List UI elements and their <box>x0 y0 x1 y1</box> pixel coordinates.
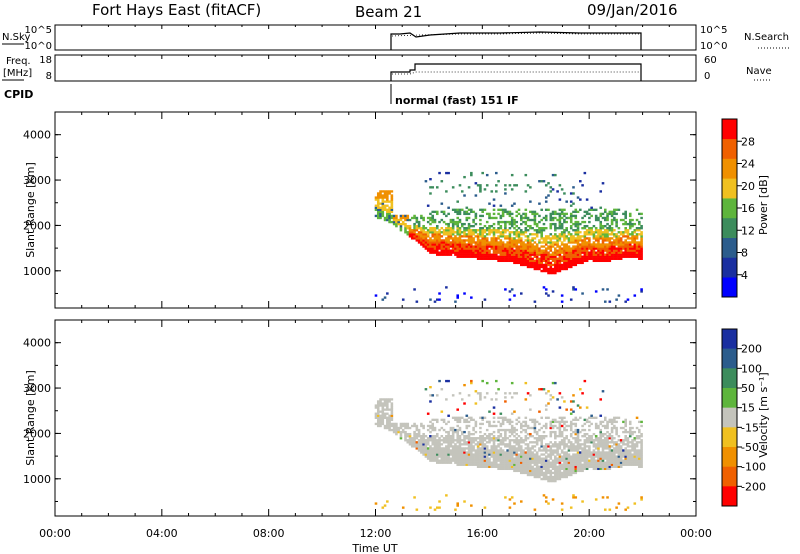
x-tick-label: 00:00 <box>680 527 712 540</box>
velocity-colorbar-label: Velocity [m s⁻¹] <box>757 372 770 457</box>
nave-trace <box>392 71 640 75</box>
velocity-heatmap <box>374 379 643 511</box>
power-colorbar-tick: 8 <box>741 247 748 260</box>
nsky-tick-top: 10^5 <box>25 25 52 36</box>
power-colorbar-tick: 24 <box>741 158 755 171</box>
y-tick-label: 3000 <box>23 382 51 395</box>
y-tick-label: 2000 <box>23 427 51 440</box>
x-tick-label: 12:00 <box>360 527 392 540</box>
nsearch-tick-bottom: 10^0 <box>700 41 727 52</box>
velocity-colorbar-tick: -50 <box>741 441 759 454</box>
power-colorbar-tick: 20 <box>741 180 755 193</box>
y-tick-label: 1000 <box>23 473 51 486</box>
velocity-colorbar-tick: 15 <box>741 402 755 415</box>
velocity-colorbar: 200 100 50 15 -15 -50 -100 -200 Velocity [m s⁻¹… <box>721 328 770 507</box>
velocity-colorbar-tick: 100 <box>741 362 762 375</box>
y-tick-label: 1000 <box>23 265 51 278</box>
nsky-trace <box>390 31 642 50</box>
x-tick-label: 00:00 <box>39 527 71 540</box>
velocity-colorbar-tick: -15 <box>741 421 759 434</box>
power-panel: 1000 2000 3000 4000 Slant Range [km] <box>23 111 697 309</box>
velocity-colorbar-tick: -100 <box>741 461 766 474</box>
beam-title: Beam 21 <box>355 3 422 21</box>
y-tick-label: 4000 <box>23 337 51 350</box>
velocity-colorbar-tick: 200 <box>741 343 762 356</box>
freq-tick-bottom: 8 <box>46 71 52 82</box>
freq-tick-top: 18 <box>39 55 52 66</box>
nave-tick-bottom: 0 <box>704 71 710 82</box>
power-colorbar-tick: 4 <box>741 269 748 282</box>
y-tick-label: 3000 <box>23 174 51 187</box>
x-axis: 00:00 04:00 08:00 12:00 16:00 20:00 00:00 <box>39 25 712 540</box>
velocity-colorbar-tick: 50 <box>741 382 755 395</box>
power-colorbar: 4 8 12 16 20 24 28 Power [dB] <box>721 118 770 298</box>
velocity-panel: 1000 2000 3000 4000 Slant Range [km] <box>23 319 697 517</box>
x-tick-label: 16:00 <box>466 527 498 540</box>
nsearch-label: N.Search <box>744 32 789 43</box>
velocity-y-ticks: 1000 2000 3000 4000 <box>23 337 696 502</box>
power-colorbar-tick: 12 <box>741 224 755 237</box>
cpid-text: normal (fast) 151 IF <box>395 94 519 107</box>
nave-label: Nave <box>746 66 772 77</box>
velocity-ylabel: Slant Range [km] <box>24 370 37 466</box>
cpid-label: CPID <box>4 88 33 101</box>
velocity-colorbar-tick: -200 <box>741 480 766 493</box>
freq-label-top: Freq. <box>6 56 31 67</box>
freq-trace <box>390 63 642 81</box>
x-tick-label: 04:00 <box>146 527 178 540</box>
power-ylabel: Slant Range [km] <box>24 162 37 258</box>
station-title: Fort Hays East (fitACF) <box>92 1 261 19</box>
power-colorbar-tick: 28 <box>741 135 755 148</box>
nsky-label: N.Sky <box>2 32 30 43</box>
nsky-panel: N.Sky 10^5 10^0 10^5 10^0 N.Search <box>2 24 790 52</box>
nsky-tick-bottom: 10^0 <box>25 41 52 52</box>
nsearch-tick-top: 10^5 <box>700 25 727 36</box>
x-axis-label: Time UT <box>351 542 397 554</box>
freq-panel: Freq. [MHz] 18 8 60 0 Nave <box>2 54 772 82</box>
power-heatmap <box>374 171 643 303</box>
y-tick-label: 2000 <box>23 219 51 232</box>
x-tick-label: 20:00 <box>573 527 605 540</box>
date-title: 09/Jan/2016 <box>587 1 678 19</box>
power-colorbar-tick: 16 <box>741 202 755 215</box>
freq-label-bottom: [MHz] <box>3 68 32 79</box>
nave-tick-top: 60 <box>704 55 717 66</box>
x-tick-label: 08:00 <box>253 527 285 540</box>
power-y-ticks: 1000 2000 3000 4000 <box>23 129 696 294</box>
y-tick-label: 4000 <box>23 129 51 142</box>
power-colorbar-label: Power [dB] <box>757 175 770 235</box>
